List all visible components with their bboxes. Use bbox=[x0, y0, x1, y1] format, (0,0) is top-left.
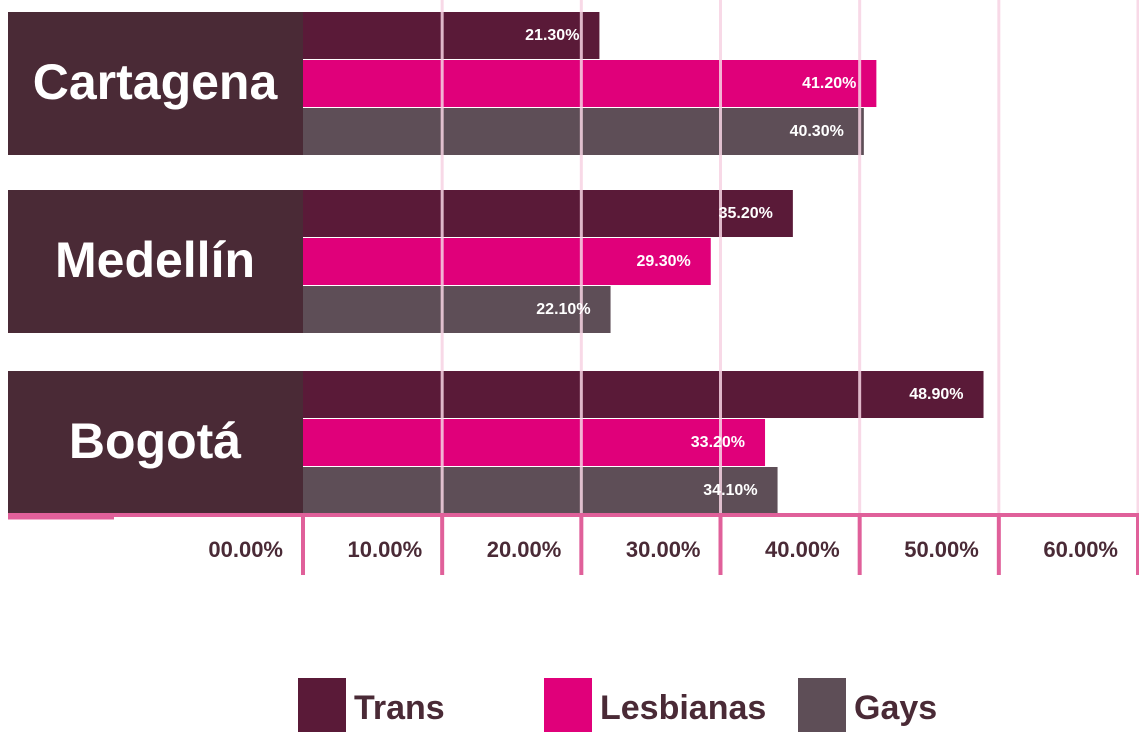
value-label: 21.30% bbox=[525, 27, 579, 44]
value-label: 35.20% bbox=[719, 205, 773, 222]
legend-label: Trans bbox=[354, 689, 445, 727]
x-tick-label: 40.00% bbox=[765, 537, 840, 562]
legend-label: Lesbianas bbox=[600, 689, 766, 727]
bar bbox=[303, 371, 984, 418]
bar bbox=[303, 467, 778, 514]
category-label: Medellín bbox=[55, 232, 255, 288]
value-label: 41.20% bbox=[802, 75, 856, 92]
value-label: 34.10% bbox=[703, 482, 757, 499]
value-label: 22.10% bbox=[536, 301, 590, 318]
category-label: Bogotá bbox=[69, 413, 241, 469]
bar bbox=[303, 60, 877, 107]
bar bbox=[303, 238, 711, 285]
bar bbox=[303, 190, 793, 237]
value-label: 48.90% bbox=[909, 386, 963, 403]
x-tick-label: 10.00% bbox=[348, 537, 423, 562]
x-tick-label: 50.00% bbox=[904, 537, 979, 562]
bar bbox=[303, 12, 600, 59]
bar bbox=[303, 108, 864, 155]
value-label: 40.30% bbox=[790, 123, 844, 140]
legend-label: Gays bbox=[854, 689, 937, 727]
bar bbox=[303, 286, 611, 333]
bar bbox=[303, 419, 766, 466]
category-box bbox=[8, 12, 303, 155]
x-tick-label: 20.00% bbox=[487, 537, 562, 562]
legend-swatch bbox=[798, 678, 846, 732]
value-label: 33.20% bbox=[691, 434, 745, 451]
value-label: 29.30% bbox=[636, 253, 690, 270]
x-tick-label: 60.00% bbox=[1043, 537, 1118, 562]
x-tick-label: 30.00% bbox=[626, 537, 701, 562]
category-box bbox=[8, 190, 303, 333]
legend-swatch bbox=[544, 678, 592, 732]
x-tick-label: 00.00% bbox=[208, 537, 283, 562]
category-label: Cartagena bbox=[33, 54, 279, 110]
legend-swatch bbox=[298, 678, 346, 732]
category-box bbox=[8, 371, 303, 514]
